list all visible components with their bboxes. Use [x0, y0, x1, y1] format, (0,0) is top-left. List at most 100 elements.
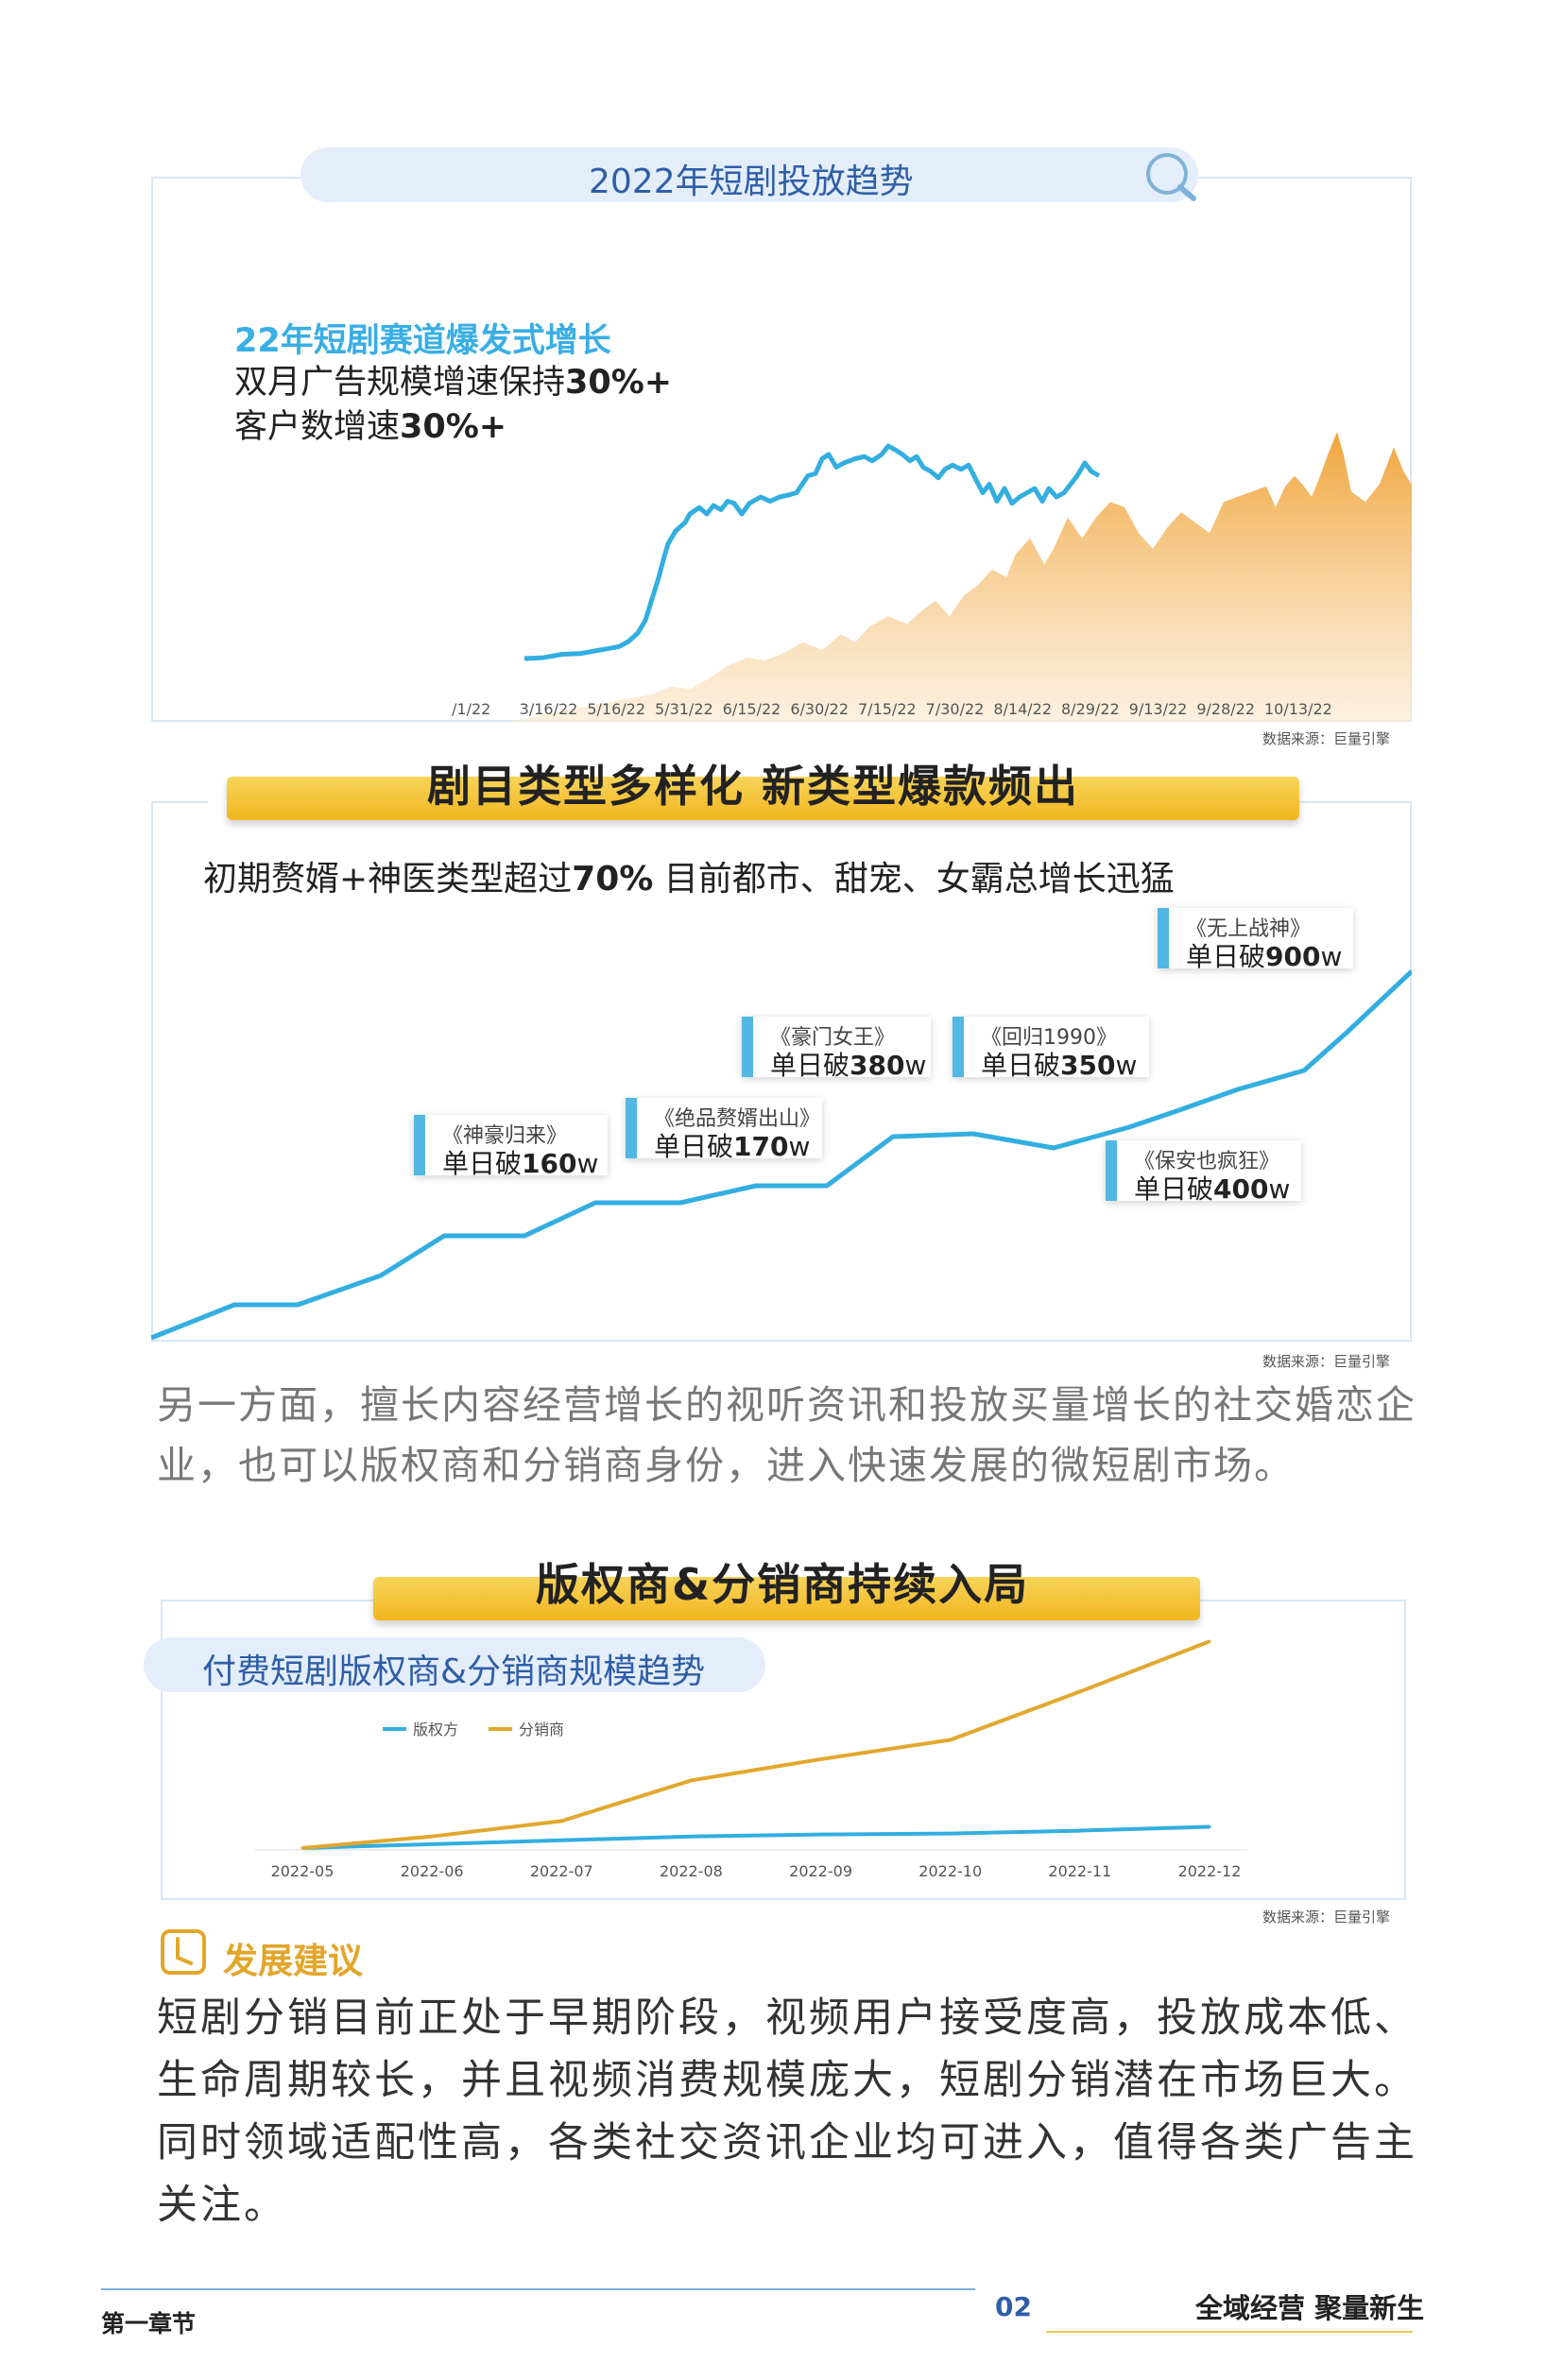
callout-unit: w	[1320, 941, 1343, 972]
client-growth-line: 客户数增速30%+	[234, 400, 506, 448]
callout-prefix: 单日破	[442, 1148, 523, 1179]
distributor-title-pill	[144, 1637, 765, 1692]
hits-subtitle-value: 70%	[572, 860, 654, 899]
x-tick-label: 6/15/22	[722, 700, 781, 718]
magnifier-icon	[1146, 153, 1196, 201]
x-tick-label: 9/13/22	[1128, 700, 1188, 718]
callout-value: 170	[733, 1131, 789, 1162]
growth-highlight: 22年短剧赛道爆发式增长	[234, 322, 611, 360]
callout-value: 900	[1265, 941, 1321, 972]
callout-prefix: 单日破	[981, 1050, 1061, 1081]
hits-line-chart	[151, 969, 1412, 1341]
ad-growth-label: 双月广告规模增速保持	[234, 364, 566, 402]
hits-banner-title: 剧目类型多样化 新类型爆款频出	[427, 761, 1080, 812]
x-tick-label: 7/30/22	[925, 700, 985, 718]
hits-trend-line	[151, 969, 1412, 1341]
callout-value: 400	[1213, 1173, 1269, 1205]
callout-haomen: 《豪门女王》 单日破380w	[742, 1017, 931, 1081]
trend-chart-title: 2022年短剧投放趋势	[589, 163, 914, 201]
hits-banner	[227, 777, 1299, 820]
callout-prefix: 单日破	[770, 1050, 850, 1081]
callout-bar	[1158, 908, 1169, 968]
x-tick-label: 2022-11	[1048, 1862, 1111, 1880]
callout-value-line: 单日破160w	[442, 1143, 598, 1181]
callout-unit: w	[1115, 1050, 1138, 1081]
callout-wushang: 《无上战神》 单日破900w	[1158, 908, 1353, 972]
x-tick-label: 2022-06	[401, 1862, 464, 1880]
x-tick-label: 8/14/22	[993, 700, 1053, 718]
callout-bar	[626, 1098, 637, 1158]
distributor-banner-title: 版权商&分销商持续入局	[536, 1559, 1030, 1610]
trend-chart-title-pill	[300, 147, 1198, 202]
intro-paragraph: 另一方面，擅长内容经营增长的视听资讯和投放买量增长的社交婚恋企业，也可以版权商和…	[157, 1382, 1416, 1488]
callout-bar	[742, 1017, 753, 1077]
series-point	[819, 1757, 823, 1761]
callout-value-line: 单日破350w	[981, 1045, 1137, 1083]
callout-title: 《回归1990》	[981, 1026, 1117, 1050]
callout-title: 《绝品赘婿出山》	[654, 1107, 821, 1131]
footer-chapter: 第一章节	[101, 2310, 197, 2337]
hits-subtitle-prefix: 初期赘婿+神医类型超过	[203, 860, 573, 899]
callout-prefix: 单日破	[1186, 941, 1266, 972]
callout-value-line: 单日破380w	[770, 1045, 926, 1083]
hits-frame-top-right	[1295, 801, 1412, 803]
x-tick-label: 2022-12	[1178, 1862, 1242, 1880]
series-point	[1078, 1689, 1082, 1693]
series-point	[949, 1832, 953, 1836]
callout-value-line: 单日破400w	[1134, 1169, 1290, 1207]
callout-bar	[953, 1017, 964, 1077]
x-tick-label: 6/30/22	[790, 700, 850, 718]
x-tick-label: 7/15/22	[858, 700, 917, 718]
callout-title: 《无上战神》	[1186, 917, 1312, 941]
callout-title: 《神豪归来》	[442, 1124, 568, 1148]
callout-title: 《豪门女王》	[770, 1026, 896, 1050]
callout-unit: w	[904, 1050, 927, 1081]
source-note-3: 数据来源：巨量引擎	[1262, 1909, 1391, 1926]
x-tick-label: 2022-10	[918, 1862, 982, 1880]
x-tick-label: 10/13/22	[1264, 700, 1332, 718]
callout-unit: w	[1268, 1173, 1291, 1205]
hits-subtitle-suffix: 目前都市、甜宠、女霸总增长迅猛	[653, 860, 1175, 899]
callout-value: 160	[522, 1148, 577, 1179]
distributor-chart-title: 付费短剧版权商&分销商规模趋势	[202, 1652, 706, 1691]
series-point	[1078, 1829, 1082, 1833]
advice-title: 发展建议	[223, 1941, 363, 1981]
distributor-line-chart: 2022-05 2022-06 2022-07 2022-08 2022-09 2022-…	[255, 1639, 1247, 1880]
series-point	[430, 1835, 434, 1839]
series-line-1	[301, 1824, 1210, 1850]
client-growth-value: 30%+	[400, 408, 507, 446]
series-point	[559, 1839, 563, 1842]
callout-huigui: 《回归1990》 单日破350w	[953, 1017, 1149, 1081]
callout-prefix: 单日破	[654, 1131, 734, 1162]
ad-growth-line: 双月广告规模增速保持30%+	[234, 355, 672, 403]
callout-prefix: 单日破	[1134, 1173, 1214, 1205]
footer-line-right	[1046, 2331, 1413, 2333]
x-tick-label: /1/22	[452, 700, 491, 718]
series-point	[689, 1778, 693, 1782]
callout-bar	[414, 1115, 425, 1175]
callout-bar	[1106, 1140, 1117, 1201]
hits-chart-frame	[151, 801, 1412, 1342]
series-point	[1208, 1824, 1211, 1828]
callout-value: 380	[850, 1050, 905, 1081]
client-growth-label: 客户数增速	[234, 408, 401, 446]
callout-value: 350	[1060, 1050, 1116, 1081]
customer-count-line	[524, 443, 1101, 661]
series-point	[819, 1833, 823, 1837]
x-tick-label: 2022-09	[789, 1862, 852, 1880]
callout-shenhao: 《神豪归来》 单日破160w	[414, 1115, 608, 1179]
x-tick-label: 2022-07	[530, 1862, 593, 1880]
series-point	[430, 1842, 434, 1846]
x-tick-label: 8/29/22	[1061, 700, 1120, 718]
callout-unit: w	[576, 1148, 599, 1179]
callout-value-line: 单日破170w	[654, 1126, 810, 1164]
series-point	[1208, 1639, 1211, 1643]
x-tick-label: 2022-08	[660, 1862, 723, 1880]
callout-unit: w	[788, 1131, 811, 1162]
x-tick-label: 5/16/22	[587, 700, 646, 718]
trend-chart	[508, 432, 1412, 722]
distributor-banner	[373, 1577, 1200, 1620]
legend-label: 分销商	[519, 1721, 564, 1738]
ad-growth-value: 30%+	[565, 364, 673, 402]
x-tick-label: 9/28/22	[1196, 700, 1256, 718]
